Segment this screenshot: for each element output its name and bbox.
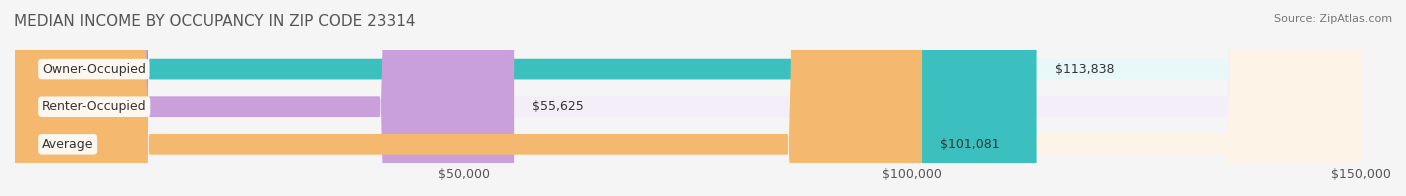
Text: Owner-Occupied: Owner-Occupied <box>42 63 146 76</box>
FancyBboxPatch shape <box>15 0 1361 196</box>
FancyBboxPatch shape <box>15 0 1036 196</box>
Text: Average: Average <box>42 138 93 151</box>
Text: MEDIAN INCOME BY OCCUPANCY IN ZIP CODE 23314: MEDIAN INCOME BY OCCUPANCY IN ZIP CODE 2… <box>14 14 416 29</box>
Text: Source: ZipAtlas.com: Source: ZipAtlas.com <box>1274 14 1392 24</box>
FancyBboxPatch shape <box>15 0 1361 196</box>
Text: $101,081: $101,081 <box>941 138 1000 151</box>
FancyBboxPatch shape <box>15 0 515 196</box>
Text: Renter-Occupied: Renter-Occupied <box>42 100 146 113</box>
FancyBboxPatch shape <box>15 0 1361 196</box>
FancyBboxPatch shape <box>15 0 922 196</box>
Text: $55,625: $55,625 <box>531 100 583 113</box>
Text: $113,838: $113,838 <box>1054 63 1114 76</box>
